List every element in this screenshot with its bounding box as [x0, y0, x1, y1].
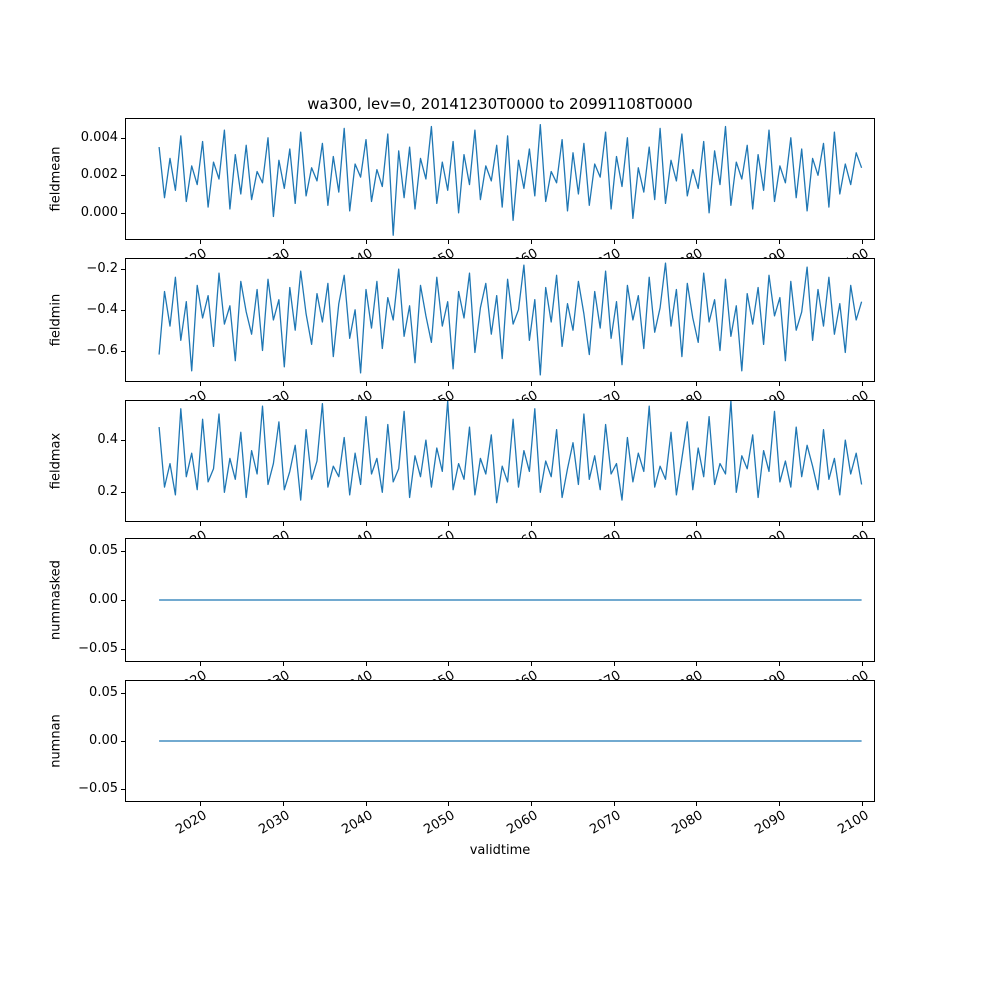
y-tick-mark: [121, 138, 125, 139]
y-tick-mark: [121, 551, 125, 552]
x-tick-mark: [200, 382, 201, 386]
x-tick-mark: [200, 802, 201, 806]
x-tick-mark: [283, 382, 284, 386]
x-tick-mark: [531, 522, 532, 526]
y-tick-label: 0.002: [80, 167, 118, 182]
line-series-fieldmin: [158, 262, 863, 376]
y-tick-mark: [121, 492, 125, 493]
y-tick-mark: [121, 213, 125, 214]
y-tick-label: 0.004: [80, 130, 118, 145]
y-tick-label: −0.05: [78, 781, 118, 796]
x-tick-mark: [448, 662, 449, 666]
y-tick-mark: [121, 351, 125, 352]
x-tick-mark: [862, 522, 863, 526]
x-tick-mark: [200, 240, 201, 244]
x-tick-mark: [531, 802, 532, 806]
x-tick-mark: [366, 382, 367, 386]
y-tick-mark: [121, 310, 125, 311]
x-tick-mark: [283, 240, 284, 244]
y-tick-label: 0.4: [97, 432, 118, 447]
x-tick-mark: [779, 802, 780, 806]
y-tick-label: 0.05: [89, 543, 118, 558]
x-tick-mark: [366, 802, 367, 806]
x-tick-mark: [696, 662, 697, 666]
y-tick-label: −0.6: [86, 343, 118, 358]
plot-area-fieldmin: [125, 258, 875, 382]
y-tick-label: 0.00: [89, 592, 118, 607]
y-tick-mark: [121, 649, 125, 650]
y-tick-label: 0.2: [97, 484, 118, 499]
chart-title: wa300, lev=0, 20141230T0000 to 20991108T…: [307, 95, 693, 113]
x-tick-mark: [448, 240, 449, 244]
y-tick-label: −0.4: [86, 302, 118, 317]
x-tick-mark: [614, 382, 615, 386]
x-tick-mark: [614, 662, 615, 666]
plot-area-nummasked: [125, 538, 875, 662]
x-tick-mark: [366, 240, 367, 244]
x-tick-mark: [531, 662, 532, 666]
x-tick-mark: [200, 662, 201, 666]
x-tick-mark: [283, 802, 284, 806]
line-series-nummasked: [159, 599, 862, 601]
y-tick-mark: [121, 741, 125, 742]
line-series-numnan: [159, 740, 862, 742]
x-tick-mark: [862, 802, 863, 806]
plot-area-numnan: [125, 680, 875, 802]
y-tick-mark: [121, 600, 125, 601]
y-tick-label: −0.2: [86, 261, 118, 276]
x-tick-mark: [696, 522, 697, 526]
x-tick-mark: [448, 802, 449, 806]
x-tick-mark: [696, 240, 697, 244]
x-tick-mark: [862, 662, 863, 666]
x-tick-mark: [283, 662, 284, 666]
y-tick-mark: [121, 440, 125, 441]
x-tick-mark: [448, 522, 449, 526]
y-tick-label: 0.00: [89, 733, 118, 748]
y-tick-mark: [121, 693, 125, 694]
x-tick-mark: [283, 522, 284, 526]
x-tick-mark: [614, 522, 615, 526]
x-axis-label: validtime: [469, 843, 531, 858]
x-tick-mark: [448, 382, 449, 386]
y-tick-label: 0.000: [80, 205, 118, 220]
x-tick-mark: [531, 240, 532, 244]
x-tick-mark: [779, 382, 780, 386]
x-tick-mark: [696, 382, 697, 386]
x-tick-mark: [614, 802, 615, 806]
y-tick-label: 0.05: [89, 685, 118, 700]
y-tick-mark: [121, 789, 125, 790]
x-tick-mark: [779, 522, 780, 526]
x-tick-mark: [862, 382, 863, 386]
plot-area-fieldmax: [125, 400, 875, 522]
x-tick-mark: [366, 522, 367, 526]
x-tick-mark: [531, 382, 532, 386]
plot-area-fieldmean: [125, 118, 875, 240]
x-tick-mark: [696, 802, 697, 806]
y-tick-label: −0.05: [78, 641, 118, 656]
line-series-fieldmean: [158, 123, 863, 236]
x-tick-mark: [366, 662, 367, 666]
y-tick-mark: [121, 269, 125, 270]
line-series-fieldmax: [158, 401, 863, 504]
x-tick-mark: [614, 240, 615, 244]
x-tick-mark: [200, 522, 201, 526]
x-tick-mark: [862, 240, 863, 244]
y-tick-mark: [121, 175, 125, 176]
x-tick-mark: [779, 240, 780, 244]
x-tick-mark: [779, 662, 780, 666]
